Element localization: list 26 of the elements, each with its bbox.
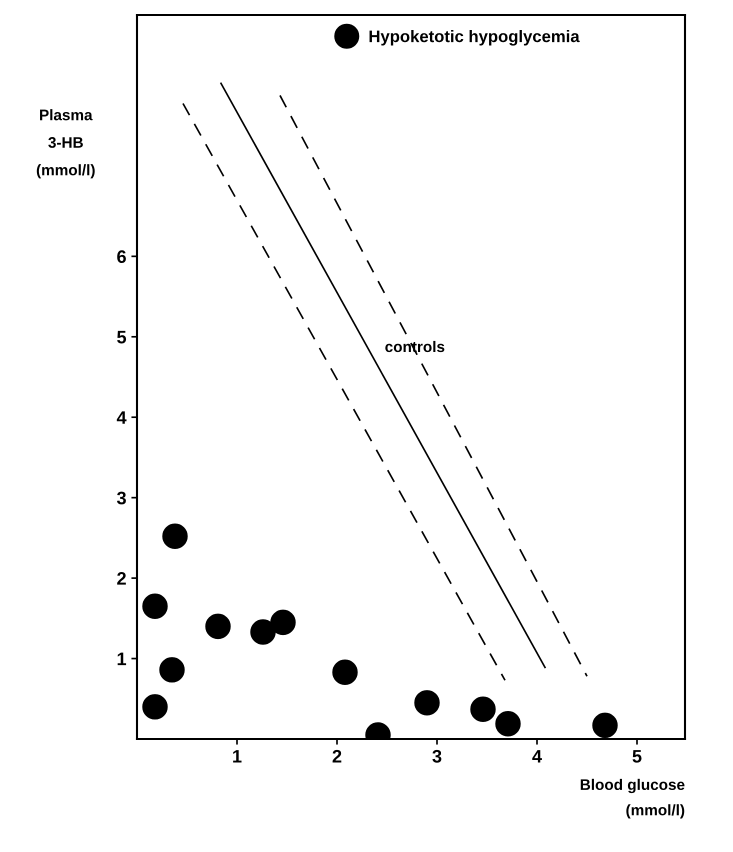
- point: [205, 614, 231, 640]
- y-tick-label: 6: [117, 250, 126, 264]
- x-tick-label: 2: [332, 750, 342, 762]
- y-axis-title: Plasma 3-HB (mmol/l): [36, 109, 95, 178]
- y-tick-label: 5: [117, 330, 126, 344]
- legend-label: Hypoketotic hypoglycemia: [370, 30, 580, 46]
- point: [414, 690, 440, 716]
- x-tick-label: 3: [432, 750, 442, 763]
- point: [332, 660, 358, 685]
- point: [142, 594, 168, 619]
- x-tick-label: 5: [632, 750, 642, 763]
- y-tick-label: 1: [118, 652, 126, 666]
- point: [162, 524, 188, 550]
- y-tick-label: 3: [116, 492, 126, 504]
- point: [159, 657, 185, 683]
- x-tick-label: 1: [233, 750, 242, 762]
- point: [250, 619, 276, 645]
- point: [270, 610, 296, 636]
- point: [495, 710, 521, 736]
- y-tick-label: 4: [116, 411, 126, 424]
- x-axis-title: Blood glucose (mmol/l): [580, 778, 684, 818]
- point: [470, 696, 496, 722]
- y-tick-label: 2: [117, 572, 126, 585]
- x-tick-label: 4: [532, 750, 542, 762]
- point: [592, 712, 618, 738]
- point: [142, 694, 168, 720]
